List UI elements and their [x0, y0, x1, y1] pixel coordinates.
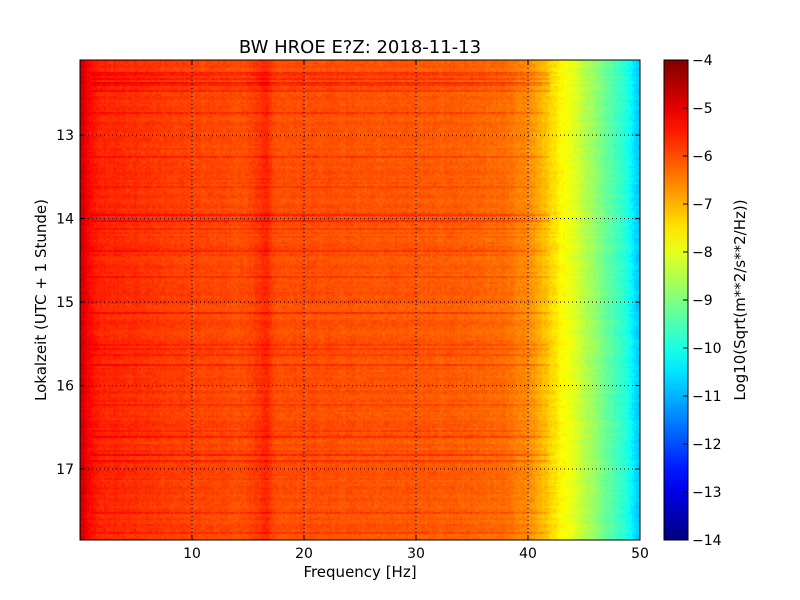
y-tick-label: 16: [56, 379, 74, 395]
colorbar: −4 −5 −6 −7 −8 −9 −10 −11 −12 −13 −14 Log10(Sqrt(m…: [663, 53, 749, 549]
spectrogram-heatmap: [80, 60, 640, 540]
x-tick-label: 20: [295, 546, 313, 562]
colorbar-label: Log10(Sqrt(m**2/s**2/Hz)): [731, 199, 749, 400]
x-axis-label: Frequency [Hz]: [303, 563, 416, 581]
y-tick-label: 15: [56, 295, 74, 311]
colorbar-tick-label: −7: [692, 197, 713, 213]
colorbar-ticks: −4 −5 −6 −7 −8 −9 −10 −11 −12 −13 −14: [683, 53, 722, 549]
x-tick-label: 40: [519, 546, 537, 562]
x-tick-label: 30: [407, 546, 425, 562]
y-tick-label: 14: [56, 212, 74, 228]
colorbar-tick-label: −9: [692, 293, 713, 309]
x-axis: 10 20 30 40 50: [183, 60, 649, 562]
y-axis-label: Lokalzeit (UTC + 1 Stunde): [32, 199, 50, 401]
x-tick-label: 50: [631, 546, 649, 562]
colorbar-tick-label: −12: [692, 437, 722, 453]
plot-frame: [79, 59, 641, 541]
colorbar-tick-label: −6: [692, 149, 713, 165]
colorbar-tick-label: −11: [692, 389, 722, 405]
colorbar-tick-label: −14: [692, 533, 722, 549]
grid-lines: [80, 60, 640, 540]
colorbar-tick-label: −13: [692, 485, 722, 501]
y-tick-label: 17: [56, 462, 74, 478]
chart-title: BW HROE E?Z: 2018-11-13: [239, 37, 481, 58]
colorbar-tick-label: −5: [692, 101, 713, 117]
colorbar-tick-label: −8: [692, 245, 713, 261]
x-tick-label: 10: [183, 546, 201, 562]
plot-area: [79, 59, 641, 541]
colorbar-tick-label: −10: [692, 341, 722, 357]
colorbar-tick-label: −4: [692, 53, 713, 69]
y-tick-label: 13: [56, 128, 74, 144]
y-axis: 13 14 15 16 17: [56, 128, 640, 478]
